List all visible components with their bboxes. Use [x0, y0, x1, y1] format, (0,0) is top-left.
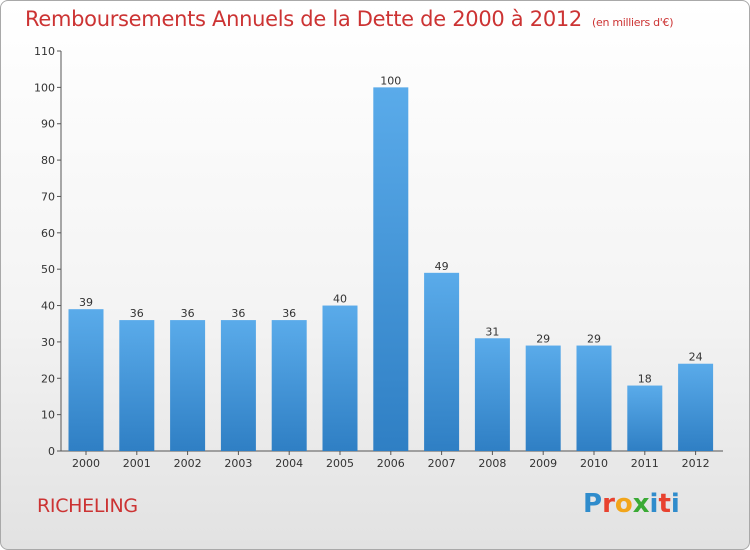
y-tick-label: 100	[34, 81, 55, 94]
commune-name: RICHELING	[37, 495, 138, 517]
chart-title-unit: (en milliers d'€)	[592, 16, 674, 29]
x-tick-label: 2000	[72, 457, 100, 470]
logo-letter: o	[614, 489, 633, 519]
y-tick-label: 70	[41, 190, 55, 203]
bar	[678, 363, 714, 451]
proxiti-logo: Proxiti	[583, 489, 680, 519]
x-tick-label: 2003	[224, 457, 252, 470]
y-tick-label: 110	[34, 45, 55, 58]
x-tick-label: 2009	[529, 457, 557, 470]
y-tick-label: 40	[41, 300, 55, 313]
logo-letter: x	[632, 489, 650, 519]
x-tick-label: 2004	[275, 457, 303, 470]
y-tick-label: 80	[41, 154, 55, 167]
bar	[170, 320, 206, 451]
bar	[322, 305, 358, 451]
bar-value-label: 29	[587, 333, 601, 346]
logo-letter: P	[583, 489, 603, 519]
y-tick-label: 0	[48, 445, 55, 458]
y-tick-label: 60	[41, 227, 55, 240]
chart-title: Remboursements Annuels de la Dette de 20…	[25, 7, 673, 31]
bar	[525, 345, 561, 451]
bar-value-label: 36	[282, 307, 296, 320]
x-tick-label: 2011	[631, 457, 659, 470]
bar	[424, 272, 460, 451]
x-tick-label: 2005	[326, 457, 354, 470]
logo-letter: i	[670, 489, 680, 519]
bar	[474, 338, 510, 451]
y-tick-label: 30	[41, 336, 55, 349]
chart-title-text: Remboursements Annuels de la Dette de 20…	[25, 7, 582, 31]
bar-value-label: 39	[79, 296, 93, 309]
bar-value-label: 24	[689, 351, 703, 364]
x-tick-label: 2010	[580, 457, 608, 470]
y-tick-label: 90	[41, 118, 55, 131]
bar	[271, 320, 307, 451]
x-tick-label: 2002	[174, 457, 202, 470]
x-tick-label: 2007	[428, 457, 456, 470]
chart-axes: 0 10 20 30 40 50 60 70 80 90 100 110 2000 2001 2002 200…	[34, 45, 723, 470]
bar	[373, 87, 409, 451]
bar	[576, 345, 612, 451]
bar-value-label: 100	[380, 74, 401, 87]
bar-value-label: 36	[181, 307, 195, 320]
x-tick-label: 2006	[377, 457, 405, 470]
x-tick-label: 2012	[682, 457, 710, 470]
bar-value-label: 29	[536, 333, 550, 346]
bar	[68, 309, 104, 451]
y-tick-label: 10	[41, 409, 55, 422]
bar-value-label: 31	[485, 325, 499, 338]
y-tick-label: 20	[41, 372, 55, 385]
bar	[119, 320, 155, 451]
logo-letter: i	[649, 489, 659, 519]
bar-value-label: 49	[435, 260, 449, 273]
logo-letter: t	[658, 489, 671, 519]
y-tick-label: 50	[41, 263, 55, 276]
chart-bars: 39 36 36 36 36 40 100 49 31 29 29 18 24	[68, 74, 714, 451]
bar-value-label: 40	[333, 293, 347, 306]
x-tick-label: 2008	[478, 457, 506, 470]
x-tick-label: 2001	[123, 457, 151, 470]
bar	[220, 320, 256, 451]
bar-value-label: 36	[130, 307, 144, 320]
logo-letter: r	[602, 489, 615, 519]
bar	[627, 385, 663, 451]
bar-value-label: 18	[638, 373, 652, 386]
bar-value-label: 36	[231, 307, 245, 320]
